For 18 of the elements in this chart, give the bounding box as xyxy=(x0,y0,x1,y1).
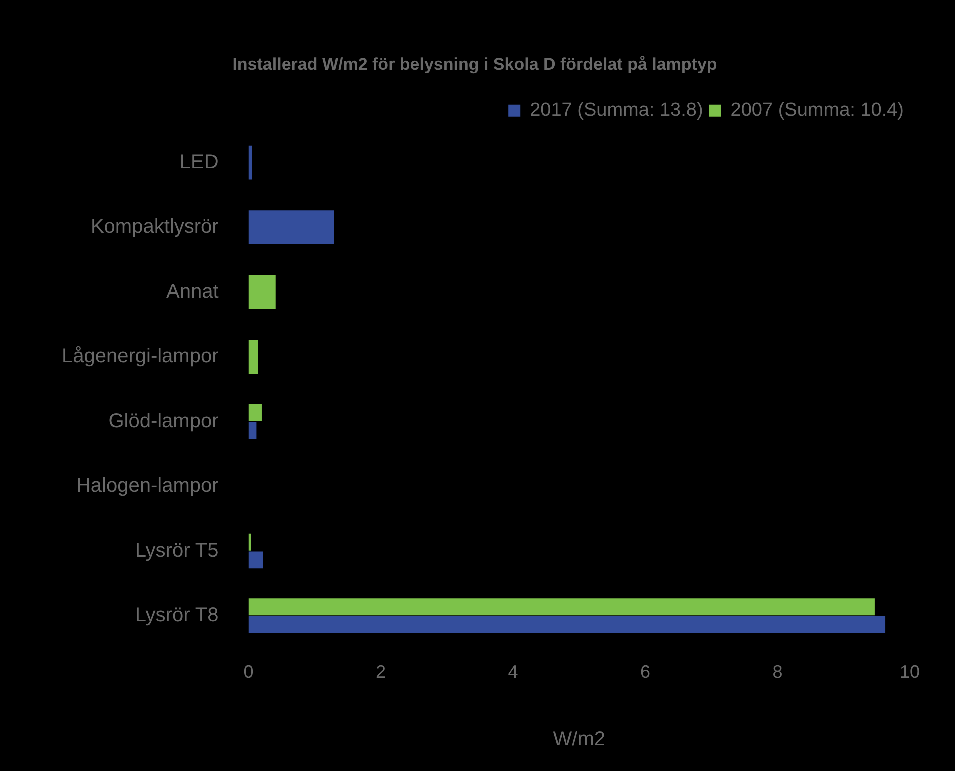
y-tick-label: Glöd-lampor xyxy=(108,410,220,432)
y-tick-label: Lysrör T8 xyxy=(135,604,219,627)
y-tick-label: Halogen-lampor xyxy=(76,475,220,498)
x-tick-label: 6 xyxy=(640,662,651,682)
chart-title: Installerad W/m2 för belysning i Skola D fördelat på lamptyp xyxy=(232,54,718,74)
x-tick-label: 0 xyxy=(244,662,254,682)
y-tick-label: Kompaktlysrör xyxy=(90,216,220,238)
y-tick-label: Lågenergi-lampor xyxy=(62,346,220,368)
y-tick-label: LED xyxy=(180,151,219,174)
x-tick-label: 10 xyxy=(900,662,920,682)
y-tick-label: Lysrör T5 xyxy=(135,540,219,562)
y-tick-label: Annat xyxy=(166,280,220,303)
x-tick-label: 8 xyxy=(772,662,783,682)
legend-label: 2007 (Summa: 10.4) xyxy=(730,100,904,122)
legend-label: 2017 (Summa: 13.8) xyxy=(530,100,704,122)
x-axis-title: W/m2 xyxy=(553,728,606,751)
x-tick-label: 4 xyxy=(508,662,518,682)
x-tick-label: 2 xyxy=(376,662,386,682)
